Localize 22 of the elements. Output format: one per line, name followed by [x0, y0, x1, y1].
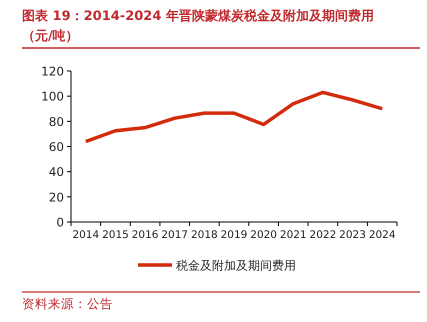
x-tick-label: 2023 [339, 229, 366, 241]
y-tick-label: 120 [41, 64, 64, 78]
x-tick-label: 2015 [102, 229, 129, 241]
y-tick-label: 80 [48, 114, 64, 129]
title: 图表 19：2014-2024 年晋陕蒙煤炭税金及附加及期间费用（元/吨） [22, 9, 374, 44]
y-tick-label: 20 [48, 190, 64, 204]
x-tick-label: 2014 [72, 229, 100, 241]
x-tick-label: 2017 [161, 229, 188, 241]
y-tick-label: 0 [56, 216, 64, 230]
x-tick-label: 2016 [132, 229, 159, 241]
legend-label: 税金及附加及期间费用 [176, 258, 296, 272]
x-tick-label: 2018 [190, 229, 218, 241]
x-tick-label: 2022 [310, 229, 336, 241]
x-tick-label: 2024 [368, 229, 396, 241]
legend: 税金及附加及期间费用 [138, 258, 296, 272]
x-tick-label: 2020 [250, 229, 278, 241]
text: 资料来源：公告 [22, 296, 113, 311]
x-tick-label: 2019 [220, 229, 248, 241]
y-tick-label: 60 [48, 140, 64, 154]
y-tick-label: 100 [41, 90, 64, 104]
x-tick-label: 2021 [280, 229, 307, 241]
y-tick-label: 40 [48, 165, 64, 180]
